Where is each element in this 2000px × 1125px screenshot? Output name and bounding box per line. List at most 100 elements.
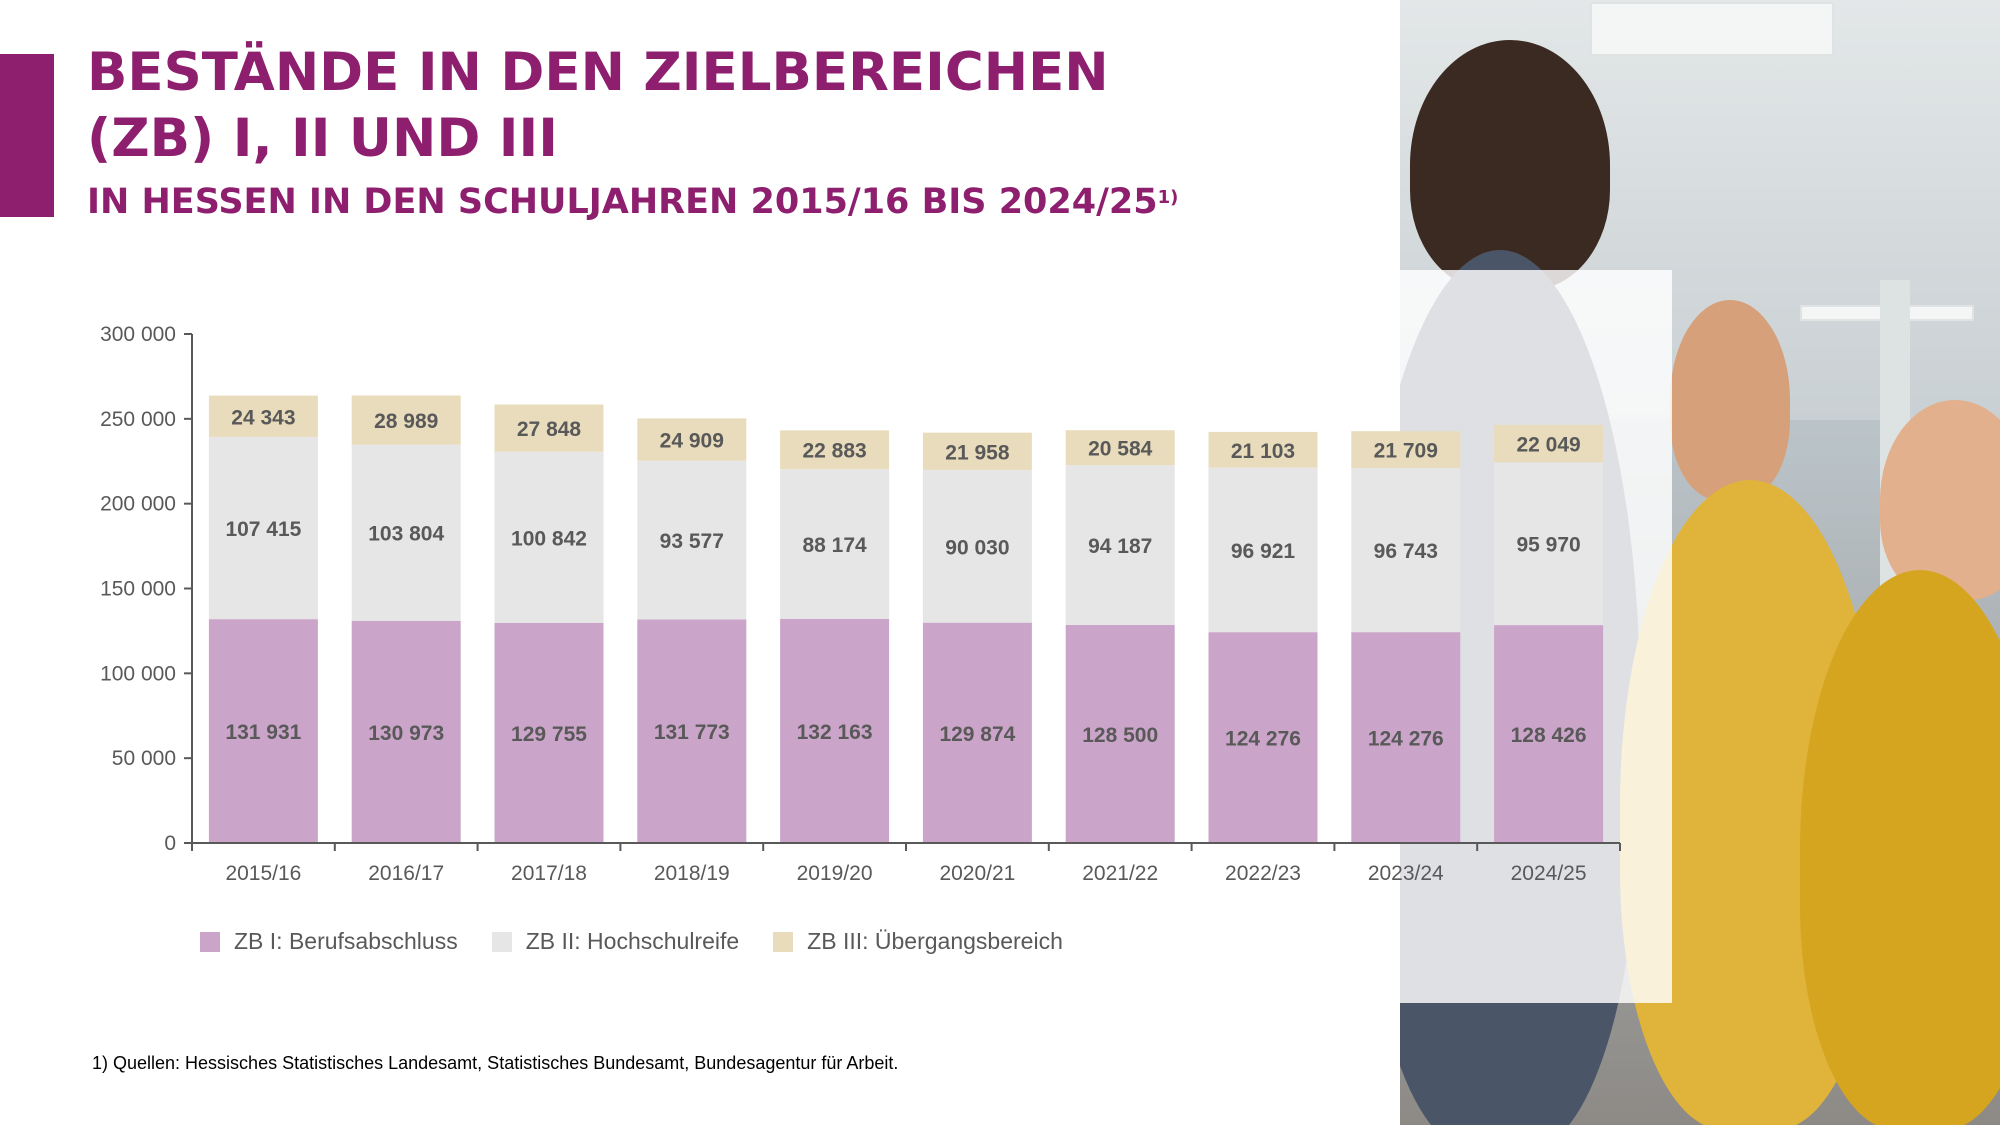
data-label: 132 163 xyxy=(797,721,873,744)
bar-segment-2 xyxy=(1494,462,1604,626)
data-label: 94 187 xyxy=(1088,535,1152,558)
bar-segment-3 xyxy=(208,395,318,437)
data-label: 95 970 xyxy=(1516,534,1580,557)
footnote-mark: 1) xyxy=(1157,187,1179,208)
x-tick-label: 2022/23 xyxy=(1225,862,1301,885)
x-tick-label: 2018/19 xyxy=(654,862,730,885)
legend-label-zb3: ZB III: Übergangsbereich xyxy=(807,928,1063,954)
legend-swatch-zb3 xyxy=(773,931,794,952)
x-tick-label: 2023/24 xyxy=(1368,862,1444,885)
data-label: 129 755 xyxy=(511,723,587,746)
y-tick-label: 100 000 xyxy=(100,662,176,685)
bar-segment-3 xyxy=(1208,431,1318,468)
title-line-1: BESTÄNDE IN DEN ZIELBEREICHEN xyxy=(87,42,1109,103)
data-label: 90 030 xyxy=(945,536,1009,559)
bar-segment-2 xyxy=(780,469,890,619)
bar-segment-2 xyxy=(637,460,747,620)
data-label: 103 804 xyxy=(368,523,444,546)
bar-segment-1 xyxy=(637,619,747,843)
x-tick-label: 2015/16 xyxy=(225,862,301,885)
bar-segment-2 xyxy=(1065,465,1175,625)
data-label: 96 921 xyxy=(1231,540,1296,563)
data-label: 93 577 xyxy=(660,530,724,553)
student-head xyxy=(1410,40,1610,290)
legend-label-zb1: ZB I: Berufsabschluss xyxy=(234,928,458,954)
bar-segment-3 xyxy=(494,404,604,452)
bar-segment-1 xyxy=(494,622,604,843)
data-label: 124 276 xyxy=(1368,728,1444,751)
page-title: BESTÄNDE IN DEN ZIELBEREICHEN (ZB) I, II… xyxy=(87,40,1109,172)
x-tick-label: 2019/20 xyxy=(797,862,873,885)
bar-segment-3 xyxy=(780,430,890,470)
bar-segment-1 xyxy=(922,622,1032,843)
legend-swatch-zb2 xyxy=(491,931,512,952)
data-label: 21 103 xyxy=(1231,440,1295,463)
y-tick-label: 200 000 xyxy=(100,493,176,516)
x-tick-label: 2017/18 xyxy=(511,862,587,885)
y-tick-label: 150 000 xyxy=(100,578,176,601)
chart-legend: ZB I: Berufsabschluss ZB II: Hochschulre… xyxy=(200,928,1063,955)
data-label: 107 415 xyxy=(225,518,301,541)
source-footnote: 1) Quellen: Hessisches Statistisches Lan… xyxy=(92,1053,899,1073)
data-label: 128 426 xyxy=(1511,724,1587,747)
data-label: 128 500 xyxy=(1082,724,1158,747)
x-tick-label: 2024/25 xyxy=(1511,862,1587,885)
data-label: 131 773 xyxy=(654,721,730,744)
bar-segment-2 xyxy=(1208,467,1318,633)
bar-segment-3 xyxy=(351,395,461,445)
bar-segment-3 xyxy=(1494,424,1604,463)
data-label: 124 276 xyxy=(1225,728,1301,751)
bar-segment-2 xyxy=(494,451,604,623)
bar-segment-3 xyxy=(637,418,747,461)
y-tick-label: 250 000 xyxy=(100,408,176,431)
data-label: 129 874 xyxy=(939,723,1015,746)
legend-item-zb1: ZB I: Berufsabschluss xyxy=(200,928,458,955)
ceiling-lamp xyxy=(1590,2,1834,56)
bar-segment-3 xyxy=(922,432,1032,470)
bar-segment-3 xyxy=(1065,430,1175,466)
student-head xyxy=(1670,300,1790,500)
legend-swatch-zb1 xyxy=(200,931,220,952)
bar-segment-1 xyxy=(780,618,890,843)
x-tick-label: 2016/17 xyxy=(368,862,444,885)
bar-segment-1 xyxy=(1208,632,1318,843)
student-head xyxy=(1880,400,2000,600)
data-label: 96 743 xyxy=(1374,540,1438,563)
bar-segment-1 xyxy=(351,620,461,843)
subtitle-text: IN HESSEN IN DEN SCHULJAHREN 2015/16 BIS… xyxy=(87,182,1158,222)
data-label: 28 989 xyxy=(374,410,438,433)
bar-segment-2 xyxy=(208,436,318,620)
legend-item-zb2: ZB II: Hochschulreife xyxy=(491,928,740,955)
data-label: 131 931 xyxy=(225,721,301,744)
data-label: 130 973 xyxy=(368,722,444,745)
data-label: 22 883 xyxy=(802,440,866,463)
data-label: 22 049 xyxy=(1516,434,1580,457)
bar-segment-1 xyxy=(1065,624,1175,843)
data-label: 21 709 xyxy=(1374,440,1438,463)
data-label: 21 958 xyxy=(945,441,1010,464)
bar-segment-1 xyxy=(1494,625,1604,843)
bar-segment-3 xyxy=(1351,431,1461,469)
student-body xyxy=(1800,570,2000,1125)
legend-label-zb2: ZB II: Hochschulreife xyxy=(525,928,740,954)
title-line-2: (ZB) I, II UND III xyxy=(87,108,558,169)
x-tick-label: 2021/22 xyxy=(1082,862,1158,885)
page-subtitle: IN HESSEN IN DEN SCHULJAHREN 2015/16 BIS… xyxy=(87,180,1178,224)
bar-segment-2 xyxy=(922,469,1032,623)
data-label: 24 909 xyxy=(660,430,724,453)
y-tick-label: 0 xyxy=(164,832,176,855)
bar-segment-1 xyxy=(1351,632,1461,843)
bar-segment-2 xyxy=(1351,468,1461,633)
data-label: 24 343 xyxy=(231,406,295,429)
data-label: 88 174 xyxy=(802,534,867,557)
bar-segment-2 xyxy=(351,444,461,621)
data-label: 27 848 xyxy=(517,418,582,441)
title-accent-bar xyxy=(0,54,54,217)
bar-segment-1 xyxy=(208,619,318,843)
y-tick-label: 50 000 xyxy=(112,747,176,770)
data-label: 100 842 xyxy=(511,527,587,550)
legend-item-zb3: ZB III: Übergangsbereich xyxy=(773,928,1063,955)
data-label: 20 584 xyxy=(1088,438,1153,461)
x-tick-label: 2020/21 xyxy=(939,862,1015,885)
